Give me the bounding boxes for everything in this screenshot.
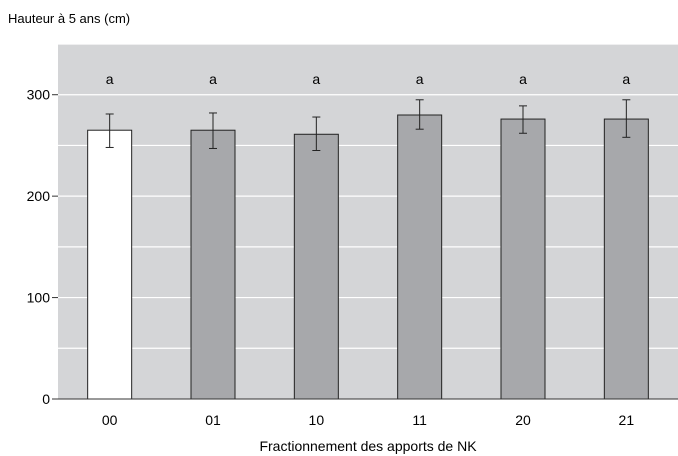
x-tick-label: 00 [102, 412, 118, 428]
gridlines [58, 43, 678, 349]
significance-label: a [106, 71, 114, 87]
significance-label: a [209, 71, 217, 87]
x-tick-label: 10 [309, 412, 325, 428]
significance-label: a [519, 71, 527, 87]
y-tick-label: 0 [42, 391, 50, 407]
bar-20 [500, 118, 546, 400]
x-tick-label: 20 [515, 412, 531, 428]
bar-00 [87, 129, 133, 400]
bar-21 [603, 118, 649, 400]
x-tick-label: 01 [205, 412, 221, 428]
bar-10 [293, 133, 339, 400]
plot-area [58, 44, 678, 399]
bar-01 [190, 129, 236, 400]
significance-label: a [622, 71, 630, 87]
x-axis-ticks: 00 01 10 11 20 21 [102, 412, 634, 428]
significance-label: a [416, 71, 424, 87]
y-tick-label: 200 [27, 188, 51, 204]
bar-11 [397, 114, 443, 400]
y-axis-ticks: 0 100 200 300 [27, 87, 58, 407]
x-tick-label: 21 [619, 412, 635, 428]
significance-label: a [312, 71, 320, 87]
y-tick-label: 100 [27, 290, 51, 306]
y-tick-label: 300 [27, 87, 51, 103]
y-axis-title: Hauteur à 5 ans (cm) [8, 11, 130, 26]
x-tick-label: 11 [412, 412, 427, 428]
x-axis-title: Fractionnement des apports de NK [259, 438, 477, 454]
